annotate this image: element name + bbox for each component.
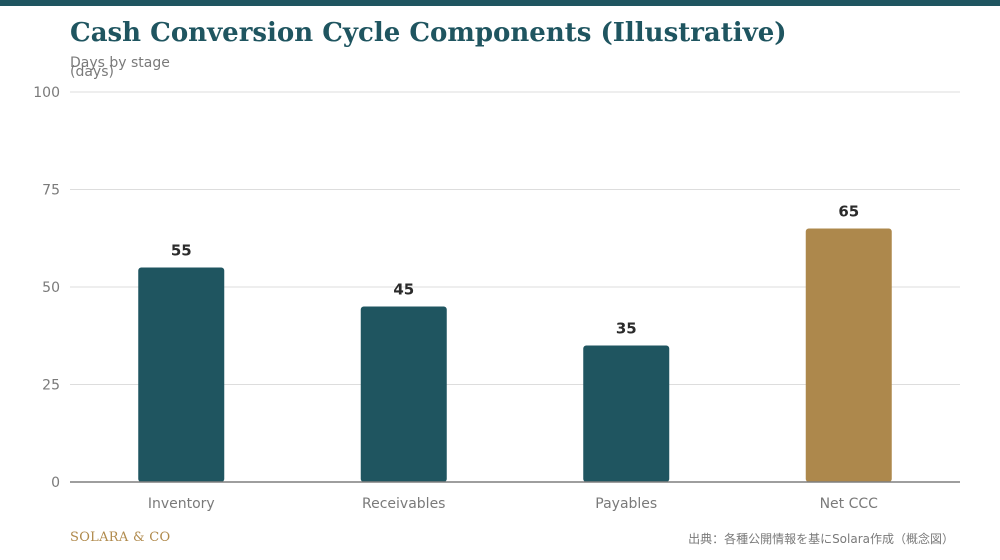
data-label: 35	[616, 320, 637, 338]
x-tick-label: Net CCC	[820, 496, 879, 512]
y-tick-label: 25	[42, 378, 60, 394]
bar-net-ccc	[805, 228, 892, 482]
y-tick-label: 75	[42, 183, 60, 199]
y-tick-label: 0	[51, 475, 60, 491]
bar-payables	[583, 345, 670, 482]
x-tick-label: Receivables	[362, 496, 445, 512]
top-accent-bar	[0, 0, 1000, 6]
data-label: 65	[838, 203, 859, 221]
chart-title: Cash Conversion Cycle Components (Illust…	[70, 18, 787, 48]
source-note: 出典：各種公開情報を基にSolara作成（概念図）	[688, 532, 954, 546]
bar-receivables	[360, 306, 447, 482]
chart-subtitle: Days by stage	[70, 55, 170, 71]
bar-inventory	[138, 267, 225, 482]
y-tick-label: 50	[42, 280, 60, 296]
x-tick-label: Inventory	[148, 496, 215, 512]
x-tick-label: Payables	[595, 496, 657, 512]
data-label: 45	[393, 281, 414, 299]
data-label: 55	[171, 242, 192, 260]
brand-name: SOLARA & CO	[70, 530, 171, 545]
y-tick-label: 100	[33, 85, 60, 101]
y-axis-label: (days)	[70, 64, 114, 80]
